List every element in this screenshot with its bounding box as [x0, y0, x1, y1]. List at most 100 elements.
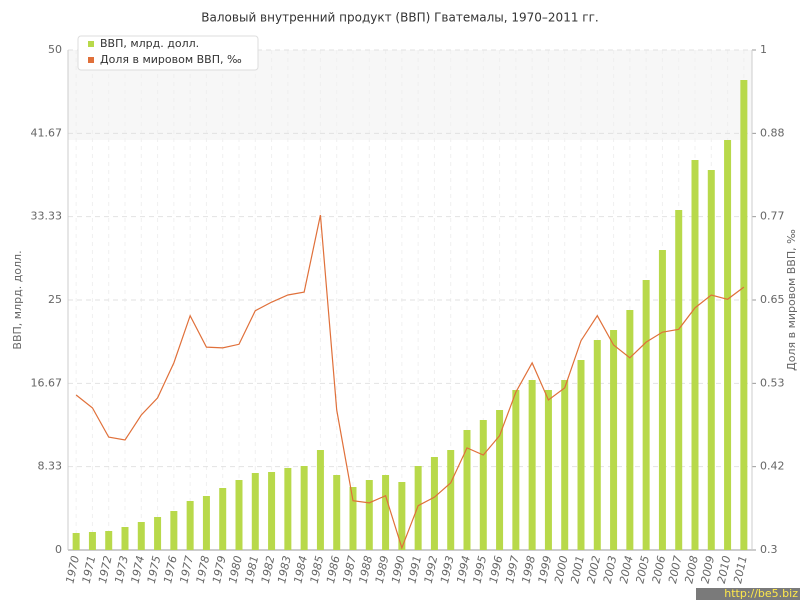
bar	[333, 475, 341, 550]
x-tick-label: 1984	[291, 555, 310, 585]
y-tick-label: 8.33	[38, 460, 63, 473]
y-axis-label: ВВП, млрд. долл.	[11, 250, 24, 349]
legend-label: ВВП, млрд. долл.	[100, 37, 199, 50]
x-tick-label: 1974	[129, 555, 148, 585]
x-tick-label: 2011	[731, 555, 750, 585]
bar	[170, 511, 178, 550]
bar	[316, 450, 324, 550]
x-tick-label: 1970	[63, 555, 82, 585]
x-tick-label: 1971	[80, 555, 99, 585]
bar	[365, 480, 373, 550]
x-tick-label: 2010	[715, 555, 734, 585]
y2-tick-label: 0.88	[760, 126, 785, 139]
y-tick-label: 25	[48, 293, 62, 306]
y-tick-label: 0	[55, 543, 62, 556]
bar	[219, 488, 227, 550]
bar	[398, 482, 406, 550]
x-tick-label: 1985	[308, 555, 327, 585]
x-tick-label: 2002	[585, 555, 604, 585]
bar	[300, 466, 308, 550]
bar	[610, 330, 618, 550]
bar	[658, 250, 666, 550]
x-tick-label: 1987	[340, 555, 359, 585]
x-tick-label: 1994	[454, 555, 473, 585]
x-tick-label: 1995	[471, 555, 490, 585]
chart-title: Валовый внутренний продукт (ВВП) Гватема…	[201, 11, 598, 25]
x-tick-label: 1999	[536, 555, 555, 585]
x-tick-label: 1998	[519, 555, 538, 585]
y2-axis-label: Доля в мировом ВВП, ‰	[785, 229, 798, 371]
bar	[105, 531, 113, 550]
legend-box	[77, 35, 259, 71]
x-tick-label: 2008	[682, 555, 701, 585]
watermark: http://be5.biz	[724, 587, 798, 600]
bar	[430, 457, 438, 550]
bar	[577, 360, 585, 550]
legend-swatch	[88, 41, 94, 47]
bar	[512, 390, 520, 550]
x-tick-label: 2003	[601, 555, 620, 585]
x-tick-label: 1977	[177, 555, 196, 585]
bar	[284, 468, 292, 550]
bar	[121, 527, 129, 550]
x-tick-label: 1972	[96, 555, 115, 585]
bar	[268, 472, 276, 550]
y2-tick-label: 0.65	[760, 293, 785, 306]
x-tick-label: 2000	[552, 555, 571, 585]
y2-tick-label: 1	[760, 43, 767, 56]
bar	[707, 170, 715, 550]
y-tick-label: 50	[48, 43, 62, 56]
bar	[414, 466, 422, 550]
bar	[593, 340, 601, 550]
watermark-bg	[696, 588, 800, 600]
bar	[561, 380, 569, 550]
bar	[496, 410, 504, 550]
x-tick-label: 2005	[633, 555, 652, 585]
bar	[382, 475, 390, 550]
bar	[724, 140, 732, 550]
x-tick-label: 1988	[357, 555, 376, 585]
x-tick-label: 1996	[487, 555, 506, 585]
y2-tick-label: 0.3	[760, 543, 778, 556]
y-tick-label: 41.67	[31, 126, 63, 139]
bar	[740, 80, 748, 550]
x-tick-label: 1982	[259, 555, 278, 585]
bar	[691, 160, 699, 550]
bar	[447, 450, 455, 550]
y2-tick-label: 0.53	[760, 376, 785, 389]
x-tick-label: 1978	[194, 555, 213, 585]
legend: ВВП, млрд. долл. Доля в мировом ВВП, ‰	[77, 35, 259, 71]
bar	[675, 210, 683, 550]
line	[75, 214, 745, 550]
x-tick-label: 1992	[422, 555, 441, 585]
bar	[72, 533, 80, 550]
x-tick-label: 1989	[373, 555, 392, 585]
y2-tick-label: 0.42	[760, 460, 785, 473]
x-tick-label: 1975	[145, 555, 164, 585]
x-tick-label: 2001	[568, 555, 587, 585]
bar	[202, 496, 210, 550]
x-tick-label: 1983	[275, 555, 294, 585]
x-tick-label: 2004	[617, 555, 636, 585]
x-tick-label: 1981	[243, 555, 262, 585]
bar	[186, 501, 194, 550]
bar	[626, 310, 634, 550]
bar	[154, 517, 162, 550]
bar	[463, 430, 471, 550]
x-tick-label: 1990	[389, 555, 408, 585]
legend-label: Доля в мировом ВВП, ‰	[100, 53, 242, 66]
bar	[544, 390, 552, 550]
y-tick-label: 33.33	[31, 210, 63, 223]
bar	[528, 380, 536, 550]
y2-tick-label: 0.77	[760, 210, 785, 223]
x-tick-label: 2006	[650, 555, 669, 585]
x-tick-label: 1997	[503, 555, 522, 585]
bar	[251, 473, 259, 550]
bar	[479, 420, 487, 550]
x-tick-label: 1973	[112, 555, 131, 585]
bar	[642, 280, 650, 550]
bar	[137, 522, 145, 550]
x-tick-label: 2007	[666, 555, 685, 585]
x-tick-label: 2009	[699, 555, 718, 585]
x-tick-label: 1980	[226, 555, 245, 585]
